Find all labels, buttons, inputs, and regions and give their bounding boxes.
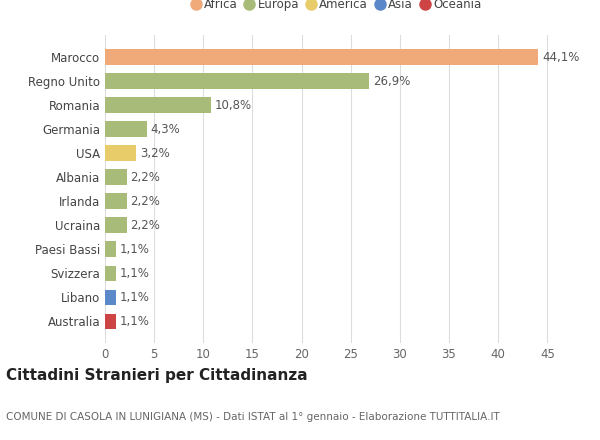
Text: 2,2%: 2,2%: [130, 195, 160, 208]
Bar: [105, 121, 147, 137]
Text: 2,2%: 2,2%: [130, 171, 160, 183]
Text: Cittadini Stranieri per Cittadinanza: Cittadini Stranieri per Cittadinanza: [6, 368, 308, 383]
Text: 1,1%: 1,1%: [119, 243, 149, 256]
Text: 44,1%: 44,1%: [542, 51, 580, 63]
Text: 4,3%: 4,3%: [151, 123, 181, 136]
Bar: [105, 242, 116, 257]
Bar: [105, 265, 116, 281]
Text: COMUNE DI CASOLA IN LUNIGIANA (MS) - Dati ISTAT al 1° gennaio - Elaborazione TUT: COMUNE DI CASOLA IN LUNIGIANA (MS) - Dat…: [6, 412, 500, 422]
Text: 26,9%: 26,9%: [373, 74, 410, 88]
Text: 10,8%: 10,8%: [215, 99, 252, 112]
Bar: [105, 49, 538, 65]
Bar: [105, 217, 127, 233]
Text: 1,1%: 1,1%: [119, 315, 149, 328]
Bar: [105, 290, 116, 305]
Bar: [105, 97, 211, 113]
Bar: [105, 169, 127, 185]
Text: 1,1%: 1,1%: [119, 267, 149, 280]
Bar: [105, 194, 127, 209]
Text: 1,1%: 1,1%: [119, 291, 149, 304]
Bar: [105, 73, 370, 89]
Bar: [105, 314, 116, 329]
Legend: Africa, Europa, America, Asia, Oceania: Africa, Europa, America, Asia, Oceania: [187, 0, 485, 15]
Bar: [105, 145, 136, 161]
Text: 3,2%: 3,2%: [140, 147, 170, 160]
Text: 2,2%: 2,2%: [130, 219, 160, 232]
